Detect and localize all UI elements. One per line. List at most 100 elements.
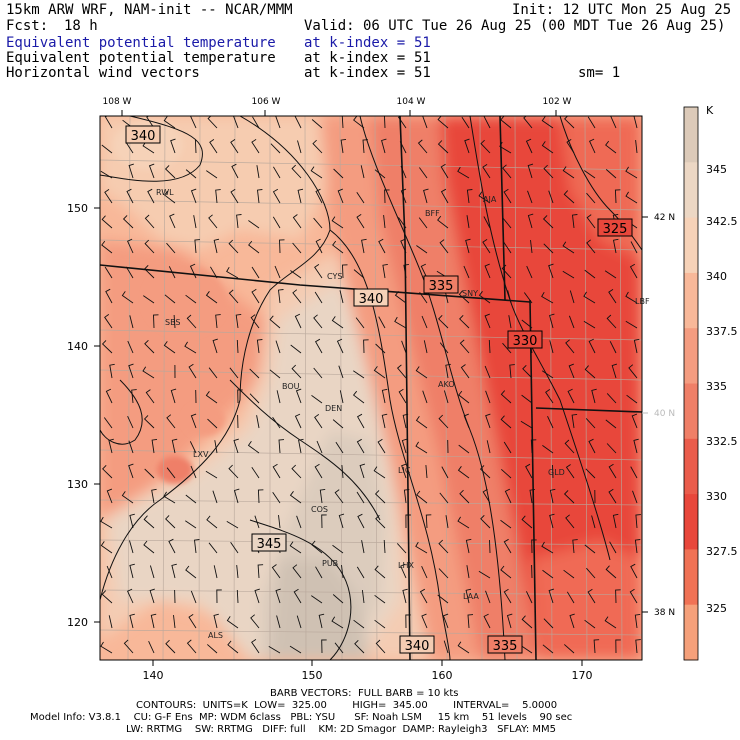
- wind-barb: [482, 488, 491, 504]
- wind-barb: [314, 414, 323, 429]
- wind-barb: [100, 516, 113, 529]
- wind-barb: [165, 639, 176, 654]
- wind-barb: [318, 613, 325, 629]
- wind-barb: [166, 242, 176, 254]
- svg-text:335: 335: [429, 279, 454, 294]
- wind-barb: [314, 264, 323, 279]
- wind-barb: [569, 290, 575, 304]
- wind-barb: [520, 645, 533, 654]
- wind-barb: [421, 613, 428, 629]
- city-lhx: LHX: [398, 561, 414, 570]
- wind-barb: [315, 188, 323, 204]
- wind-barb: [635, 140, 638, 154]
- wind-barb: [605, 565, 617, 579]
- wind-barb: [252, 116, 260, 129]
- wind-barb: [103, 417, 113, 429]
- wind-barb: [276, 615, 281, 629]
- wind-barb: [588, 338, 596, 354]
- wind-barb: [269, 315, 281, 329]
- wind-barb: [500, 116, 512, 129]
- x-tick-label: 140: [143, 669, 164, 682]
- y-tick-label: 150: [67, 202, 88, 215]
- field-name-3: Horizontal wind vectors: [6, 65, 200, 81]
- wind-barb: [632, 490, 638, 504]
- wind-barb: [396, 543, 407, 554]
- colorbar-swatch: [684, 217, 698, 274]
- wind-barb: [254, 588, 260, 604]
- wind-barb: [503, 441, 512, 454]
- wind-barb: [215, 314, 221, 329]
- wind-barb: [338, 365, 344, 379]
- city-pub: PUB: [322, 559, 338, 568]
- wind-barb: [146, 116, 155, 129]
- wind-barb: [321, 514, 327, 529]
- contour-label: 325: [597, 218, 633, 237]
- wind-barb: [108, 438, 114, 454]
- wind-barb: [190, 465, 197, 479]
- wind-barb: [102, 464, 113, 479]
- colorbar-label: 335: [706, 380, 727, 393]
- wind-barb: [521, 615, 533, 629]
- wind-barb: [378, 316, 386, 329]
- wind-barb: [188, 363, 197, 379]
- wind-barb: [500, 565, 512, 579]
- wind-barb: [100, 170, 113, 179]
- wind-barb: [278, 439, 285, 454]
- contour-label: 340: [353, 288, 389, 307]
- wind-barb: [151, 488, 157, 504]
- wind-barb: [606, 443, 617, 454]
- wind-barb: [545, 389, 554, 404]
- wind-barb: [509, 364, 515, 379]
- wind-barb: [148, 163, 155, 179]
- wind-barb: [189, 263, 197, 279]
- wind-barb: [334, 489, 344, 504]
- wind-barb: [422, 390, 428, 404]
- wind-barb: [586, 214, 596, 229]
- wind-barb: [338, 513, 345, 529]
- field-value-1: 51: [414, 35, 431, 51]
- wind-barb: [290, 270, 302, 279]
- wind-barb: [331, 316, 344, 329]
- wind-barb: [542, 569, 554, 579]
- wind-barb: [272, 491, 281, 504]
- wind-barb: [169, 213, 176, 229]
- wind-barb: [584, 544, 596, 554]
- wind-barb: [226, 616, 239, 629]
- wind-barb: [186, 639, 197, 654]
- wind-barb: [165, 515, 176, 529]
- wind-barb: [542, 445, 554, 454]
- wind-barb: [398, 217, 407, 229]
- wind-barb: [353, 619, 365, 629]
- colorbar-label: 327.5: [706, 545, 738, 558]
- city-als: ALS: [208, 631, 223, 640]
- wind-barb: [378, 238, 386, 254]
- wind-barb: [615, 589, 621, 604]
- field-level-1: at k-index =: [304, 35, 406, 51]
- wind-barb: [529, 488, 535, 504]
- wind-barb: [375, 343, 386, 354]
- wind-barb: [250, 314, 260, 329]
- wind-barb: [251, 266, 260, 279]
- wind-barb: [249, 393, 260, 404]
- wind-barb: [251, 639, 260, 654]
- wind-barb: [228, 239, 239, 254]
- top-lon-labels: 108 W 106 W 104 W 102 W: [103, 97, 572, 116]
- wind-barb: [563, 490, 575, 504]
- wind-barb: [208, 542, 218, 554]
- wind-barb: [483, 613, 491, 629]
- wind-barb: [383, 539, 386, 554]
- wind-barb: [398, 388, 407, 404]
- wind-barb: [543, 618, 554, 629]
- wind-barb: [440, 163, 449, 179]
- wind-barb: [589, 138, 596, 154]
- wind-barb: [416, 245, 428, 254]
- wind-barb: [565, 514, 575, 529]
- wind-barb: [359, 463, 366, 479]
- wind-barb: [488, 339, 491, 354]
- wind-barb: [271, 564, 281, 579]
- wind-barb: [465, 588, 472, 604]
- wind-barb: [164, 165, 176, 179]
- wind-barb: [190, 413, 197, 429]
- wind-barb: [500, 390, 512, 404]
- wind-barb: [355, 317, 365, 329]
